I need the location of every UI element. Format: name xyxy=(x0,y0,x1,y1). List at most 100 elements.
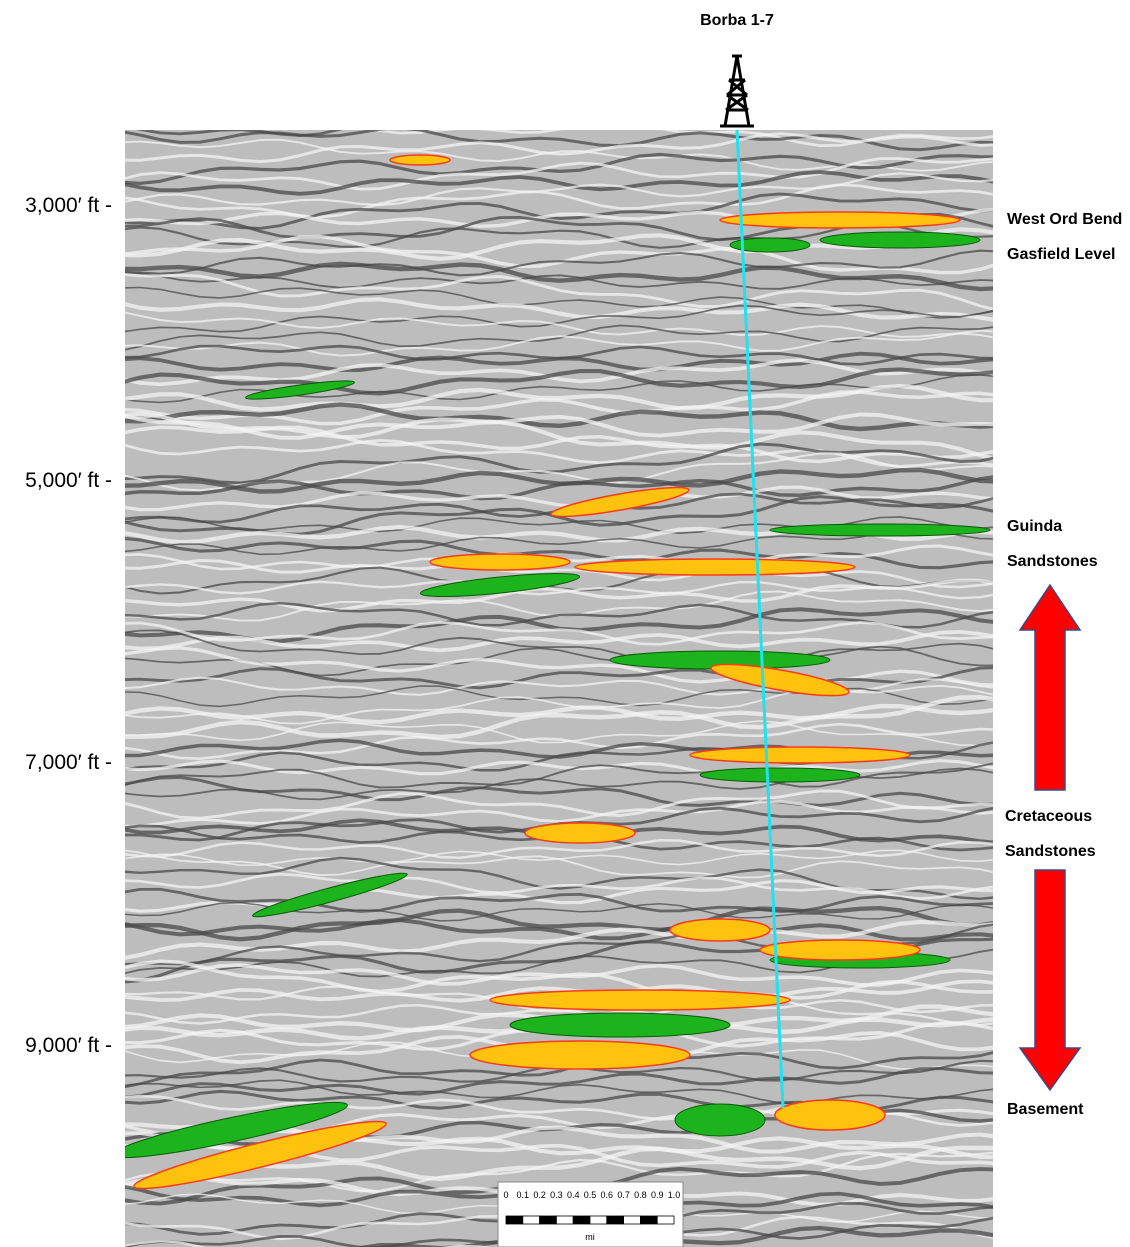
scale-segment xyxy=(522,1215,540,1225)
reflector xyxy=(125,759,993,777)
annotation: Cretaceous xyxy=(1005,808,1092,825)
reflector xyxy=(125,918,993,942)
scale-tick-label: 0 xyxy=(503,1190,508,1200)
depth-label: 3,000′ ft - xyxy=(25,194,112,217)
down-arrow xyxy=(1018,869,1082,1092)
scale-segment xyxy=(505,1215,524,1225)
reflector xyxy=(125,485,993,512)
reflector xyxy=(125,685,993,708)
reflector xyxy=(125,601,993,629)
scale-segment xyxy=(572,1215,591,1225)
scale-tick-label: 0.3 xyxy=(550,1190,563,1200)
reflector xyxy=(125,999,993,1025)
reflector xyxy=(125,351,993,373)
annotation: Basement xyxy=(1007,1101,1084,1118)
reflector xyxy=(125,849,993,879)
reflector xyxy=(125,901,993,922)
amplitude-anomalies xyxy=(125,154,991,1190)
annotation: Guinda xyxy=(1007,518,1062,535)
depth-label: 5,000′ ft - xyxy=(25,469,112,492)
reflector xyxy=(125,528,993,556)
reflector xyxy=(125,442,993,485)
reflector xyxy=(125,695,993,740)
scale-tick-label: 0.5 xyxy=(584,1190,597,1200)
reflector xyxy=(125,367,993,396)
reflector xyxy=(125,905,993,942)
well-label: Borba 1-7 xyxy=(700,12,774,29)
reflector xyxy=(125,170,993,196)
scale-segment xyxy=(539,1215,557,1225)
derrick-icon xyxy=(720,54,754,128)
reflector xyxy=(125,152,993,186)
reflector xyxy=(125,413,993,461)
reflector xyxy=(125,192,993,230)
scale-segment xyxy=(606,1215,624,1225)
reflector xyxy=(125,799,993,828)
reflector xyxy=(125,621,993,646)
reflector xyxy=(125,720,993,747)
reflector xyxy=(125,985,993,1027)
reflector xyxy=(355,1225,993,1247)
depth-label: 9,000′ ft - xyxy=(25,1034,112,1057)
reflector xyxy=(125,553,993,589)
reflector xyxy=(125,1066,993,1099)
annotation: Gasfield Level xyxy=(1007,246,1116,263)
reflector xyxy=(125,1151,993,1193)
reflector xyxy=(125,183,993,219)
reflector xyxy=(371,130,993,147)
reflector xyxy=(125,324,993,351)
reflector xyxy=(125,919,993,960)
reflector xyxy=(125,580,993,600)
reflector xyxy=(125,273,993,311)
reflector xyxy=(125,249,993,277)
reflector xyxy=(125,297,993,322)
reflector xyxy=(125,157,993,191)
reflector xyxy=(125,536,993,570)
reflector xyxy=(125,311,993,339)
annotation: Sandstones xyxy=(1005,843,1096,860)
reflector xyxy=(125,666,993,690)
reflector xyxy=(125,789,993,820)
annotation: Sandstones xyxy=(1007,553,1098,570)
reflector xyxy=(125,516,993,535)
reflector xyxy=(125,329,993,357)
reflector xyxy=(125,272,993,290)
reflector xyxy=(125,887,993,913)
reflector xyxy=(125,775,993,807)
reflector xyxy=(125,879,993,913)
reflector xyxy=(125,838,993,859)
scale-tick-label: 1.0 xyxy=(668,1190,681,1200)
reflector xyxy=(125,438,993,468)
depth-label: 7,000′ ft - xyxy=(25,751,112,774)
reflector xyxy=(125,234,993,275)
scale-tick-label: 0.4 xyxy=(567,1190,580,1200)
scale-segment xyxy=(589,1215,608,1225)
reflector xyxy=(125,703,993,725)
scale-segment xyxy=(640,1215,658,1225)
well-path xyxy=(735,129,785,1109)
reflector xyxy=(125,872,993,900)
reflector xyxy=(125,629,993,653)
scale-tick-label: 0.9 xyxy=(651,1190,664,1200)
reflector xyxy=(125,684,993,725)
reflector xyxy=(125,304,993,333)
scale-tick-label: 0.1 xyxy=(517,1190,530,1200)
reflector xyxy=(125,1079,993,1105)
reflector xyxy=(125,762,993,789)
reflector xyxy=(125,722,993,761)
scale-segment xyxy=(623,1215,641,1225)
scale-tick-label: 0.7 xyxy=(617,1190,630,1200)
up-arrow xyxy=(1018,583,1082,791)
scale-tick-label: 0.8 xyxy=(634,1190,647,1200)
reflector xyxy=(125,172,993,207)
reflector xyxy=(125,130,993,152)
scale-segment xyxy=(656,1215,675,1225)
scale-tick-label: 0.6 xyxy=(601,1190,614,1200)
reflector xyxy=(125,578,993,613)
scale-bar: 0 0.1 0.2 0.3 0.4 0.5 0.6 0.7 0.8 0.9 1.0 mi xyxy=(497,1181,684,1247)
scale-segment xyxy=(556,1215,574,1225)
reflector xyxy=(125,286,993,319)
reflector xyxy=(125,402,993,432)
reflector xyxy=(125,132,993,164)
